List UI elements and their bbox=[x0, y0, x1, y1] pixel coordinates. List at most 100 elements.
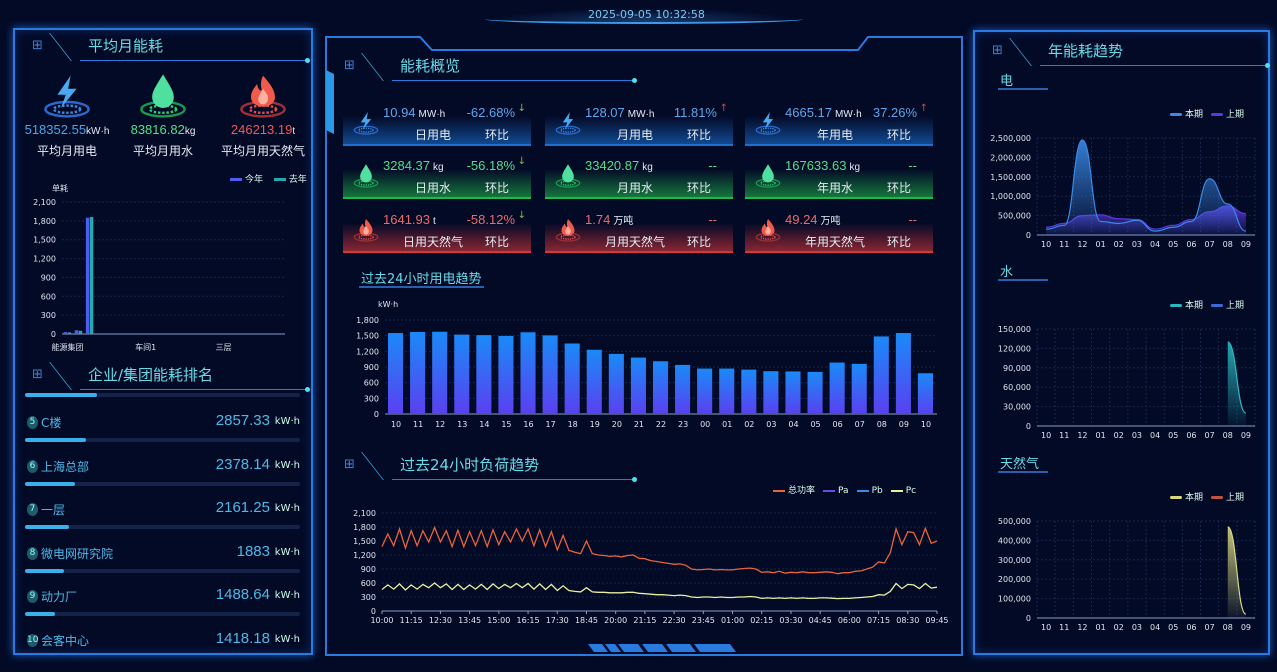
ranking-item[interactable]: 9 动力厂 1488.64 kW·h bbox=[25, 586, 300, 628]
bar bbox=[719, 368, 735, 414]
legend-item[interactable]: 本期 bbox=[1162, 110, 1203, 120]
legend-item[interactable]: Pb bbox=[849, 486, 883, 496]
y-tick-label: 600 bbox=[364, 379, 379, 388]
rank-value: 1488.64 bbox=[215, 586, 270, 603]
trend-down-icon: ↓ bbox=[517, 210, 526, 221]
overview-card[interactable]: 3284.37 kg -56.18% ↓ 日用水 环比 bbox=[343, 153, 531, 199]
grid-icon: ⊞ bbox=[344, 58, 355, 73]
load-title: 过去24小时负荷趋势 bbox=[400, 456, 540, 474]
flame-icon bbox=[237, 72, 289, 120]
ranking-item[interactable]: 7 一层 2161.25 kW·h bbox=[25, 499, 300, 541]
card-ratio-label: 环比 bbox=[687, 235, 712, 249]
overview-card[interactable]: 33420.87 kg -- 月用水 环比 bbox=[545, 153, 733, 199]
legend-item[interactable]: 总功率 bbox=[765, 486, 815, 496]
card-value: 4665.17 MW·h bbox=[785, 105, 862, 120]
x-tick-label: 00 bbox=[700, 420, 710, 429]
x-tick-label: 09:45 bbox=[925, 616, 948, 625]
rank-badge: 5 bbox=[27, 416, 38, 429]
overview-card[interactable]: 49.24 万吨 -- 年用天然气 环比 bbox=[745, 207, 933, 253]
y-axis-label: 单耗 bbox=[52, 183, 68, 193]
legend-item[interactable]: 上期 bbox=[1203, 301, 1244, 311]
x-tick-label: 08:30 bbox=[896, 616, 919, 625]
x-tick-label: 09 bbox=[1241, 431, 1251, 440]
x-tick-label: 04 bbox=[788, 420, 798, 429]
bar bbox=[675, 364, 691, 414]
rank-bar-fill bbox=[25, 612, 56, 616]
overview-card[interactable]: 4665.17 MW·h 37.26% ↑ 年用电 环比 bbox=[745, 100, 933, 146]
y-tick-label: 120,000 bbox=[998, 344, 1031, 353]
x-tick-label: 03:30 bbox=[779, 616, 802, 625]
y-tick-label: 2,500,000 bbox=[990, 134, 1031, 143]
legend-item[interactable]: 本期 bbox=[1162, 493, 1203, 503]
rank-unit: kW·h bbox=[274, 416, 300, 427]
card-change: 37.26% bbox=[872, 105, 917, 120]
x-tick-label: 20:00 bbox=[604, 616, 627, 625]
rank-value: 2857.33 bbox=[215, 412, 270, 429]
y-tick-label: 300,000 bbox=[998, 556, 1031, 565]
y-tick-label: 2,100 bbox=[33, 198, 56, 207]
yearly-subtitle-text: 电 bbox=[1000, 74, 1014, 89]
lightning-icon bbox=[755, 106, 781, 140]
rank-badge: 7 bbox=[27, 503, 38, 516]
x-tick-label: 23:45 bbox=[692, 616, 715, 625]
x-tick-label: 11 bbox=[1059, 623, 1069, 632]
y-tick-label: 900 bbox=[364, 363, 379, 372]
overview-card[interactable]: 1641.93 t -58.12% ↓ 日用天然气 环比 bbox=[343, 207, 531, 253]
bar bbox=[89, 217, 94, 334]
ranking-item[interactable]: 6 上海总部 2378.14 kW·h bbox=[25, 456, 300, 498]
card-ratio-label: 环比 bbox=[485, 128, 510, 142]
overview-card[interactable]: 1.74 万吨 -- 月用天然气 环比 bbox=[545, 207, 733, 253]
legend-label: 去年 bbox=[288, 175, 307, 185]
x-tick-label: 21:15 bbox=[633, 616, 656, 625]
y-tick-label: 900 bbox=[361, 565, 376, 574]
x-tick-label: 12 bbox=[435, 420, 445, 429]
legend-item[interactable]: 本期 bbox=[1162, 301, 1203, 311]
grid-icon: ⊞ bbox=[992, 43, 1003, 58]
overview-card[interactable]: 167633.63 kg -- 年用水 环比 bbox=[745, 153, 933, 199]
x-tick-label: 19 bbox=[590, 420, 600, 429]
grid-icon: ⊞ bbox=[32, 38, 43, 53]
series-line-本期 bbox=[1227, 526, 1247, 615]
x-tick-label: 12 bbox=[1077, 240, 1087, 249]
yearly-chart: 0 30,000 60,000 90,000 120,000 150,000 10 11 12 0… bbox=[998, 325, 1256, 440]
legend-label: 本期 bbox=[1185, 301, 1204, 311]
card-value: 1641.93 t bbox=[383, 212, 436, 227]
card-ratio-label: 环比 bbox=[687, 181, 712, 195]
ranking-item[interactable]: 5 C楼 2857.33 kW·h bbox=[25, 412, 300, 454]
flame-icon bbox=[755, 213, 781, 247]
rank-bar-fill bbox=[25, 481, 75, 486]
y-tick-label: 0 bbox=[1026, 422, 1031, 431]
y-tick-label: 100,000 bbox=[998, 595, 1031, 604]
card-label: 月用电 bbox=[616, 128, 653, 142]
rank-unit: kW·h bbox=[274, 590, 300, 601]
card-value: 10.94 MW·h bbox=[383, 105, 445, 120]
card-value-number: 1.74 bbox=[585, 212, 611, 227]
x-tick-label: 02:15 bbox=[750, 616, 773, 625]
overview-card[interactable]: 10.94 MW·h -62.68% ↓ 日用电 环比 bbox=[343, 100, 531, 146]
x-tick-label: 11 bbox=[413, 420, 423, 429]
y-tick-label: 1,500 bbox=[33, 236, 56, 245]
yearly-chart: 0 500,000 1,000,000 1,500,000 2,000,000 2,500… bbox=[990, 134, 1256, 249]
x-tick-label: 11 bbox=[1059, 431, 1069, 440]
legend-item[interactable]: 上期 bbox=[1203, 493, 1244, 503]
legend-item[interactable]: Pc bbox=[883, 486, 916, 496]
bar bbox=[67, 332, 72, 334]
trend-down-icon: ↓ bbox=[517, 103, 526, 114]
ranking-item[interactable]: 10 会客中心 1418.18 kW·h bbox=[25, 630, 300, 672]
series-line-本期 bbox=[1046, 139, 1247, 232]
overview-card[interactable]: 128.07 MW·h 11.81% ↑ 月用电 环比 bbox=[545, 100, 733, 146]
legend-this-year[interactable]: 今年 bbox=[222, 175, 263, 185]
y-tick-label: 500,000 bbox=[998, 212, 1031, 221]
legend-item[interactable]: 上期 bbox=[1203, 110, 1244, 120]
legend-last-year[interactable]: 去年 bbox=[266, 175, 307, 185]
y-tick-label: 1,200 bbox=[356, 347, 379, 356]
x-tick-label: 03 bbox=[1132, 240, 1142, 249]
x-tick-label: 06 bbox=[1186, 240, 1196, 249]
rank-name: 微电网研究院 bbox=[41, 546, 114, 561]
legend-item[interactable]: Pa bbox=[815, 486, 849, 496]
ranking-item[interactable]: 8 微电网研究院 1883 kW·h bbox=[25, 543, 300, 585]
y-tick-label: 1,500,000 bbox=[990, 173, 1031, 182]
avg-value-number: 246213.19 bbox=[230, 122, 293, 137]
y-tick-label: 1,800 bbox=[356, 316, 379, 325]
x-tick-label: 10 bbox=[1041, 240, 1051, 249]
